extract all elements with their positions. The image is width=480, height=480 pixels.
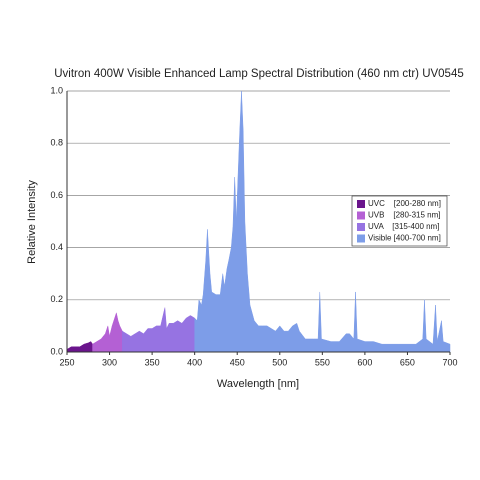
legend-label: UVB [280-315 nm]	[368, 211, 440, 220]
chart-title: Uvitron 400W Visible Enhanced Lamp Spect…	[54, 68, 464, 80]
y-tick-label: 0.6	[50, 190, 63, 200]
area	[92, 311, 123, 353]
x-tick-label: 400	[187, 357, 202, 367]
area	[194, 90, 451, 353]
x-tick-label: 350	[145, 357, 160, 367]
x-tick-label: 650	[400, 357, 415, 367]
legend-label: Visible [400-700 nm]	[368, 234, 441, 243]
y-tick-label: 0.2	[50, 294, 63, 304]
legend-swatch	[357, 234, 365, 243]
x-tick-label: 300	[102, 357, 117, 367]
y-tick-label: 0.4	[50, 242, 63, 252]
legend-swatch	[357, 211, 365, 220]
area	[122, 307, 195, 353]
legend-label: UVA [315-400 nm]	[368, 222, 439, 231]
legend-swatch	[357, 200, 365, 208]
y-axis-title: Relative Intensity	[26, 180, 38, 264]
y-tick-label: 0.0	[50, 346, 63, 356]
x-tick-label: 550	[315, 357, 330, 367]
legend-box	[351, 195, 448, 247]
x-tick-label: 450	[230, 357, 245, 367]
x-tick-label: 600	[357, 357, 372, 367]
x-axis-title: Wavelength [nm]	[217, 378, 299, 390]
x-tick-label: 500	[272, 357, 287, 367]
y-tick-label: 0.8	[50, 138, 63, 148]
y-tick-label: 1.0	[50, 85, 63, 95]
x-tick-label: 250	[59, 357, 74, 367]
x-tick-label: 700	[442, 357, 457, 367]
legend-swatch	[357, 223, 365, 231]
legend-label: UVC [200-280 nm]	[368, 199, 441, 208]
